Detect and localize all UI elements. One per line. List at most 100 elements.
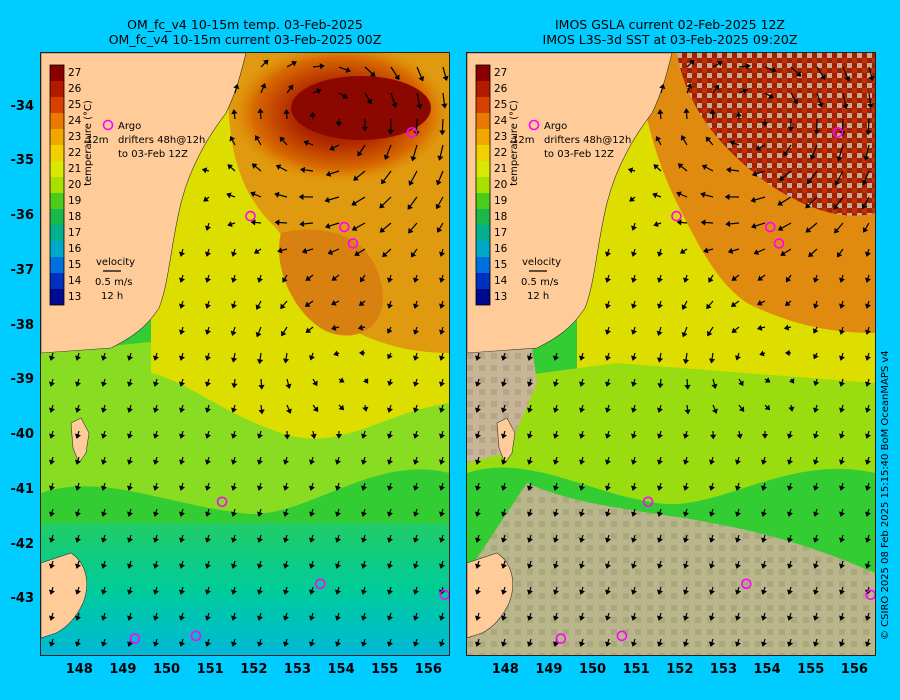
current-arrowhead <box>682 511 689 517</box>
current-arrowhead <box>230 357 238 363</box>
current-arrowhead <box>74 381 81 387</box>
x-tick-label: 152 <box>240 662 268 677</box>
y-tick-label: -40 <box>10 427 35 443</box>
current-arrowhead <box>48 641 55 647</box>
current-arrowhead <box>604 641 611 647</box>
current-arrowhead <box>842 103 849 110</box>
current-arrowhead <box>387 380 394 387</box>
current-arrowhead <box>256 459 263 465</box>
colorbar-tick-label: 15 <box>68 259 81 271</box>
current-arrowhead <box>74 589 81 595</box>
current-arrowhead <box>709 109 716 114</box>
current-arrowhead <box>253 248 260 254</box>
colorbar-swatch <box>50 257 64 273</box>
current-arrowhead <box>708 615 715 621</box>
current-arrowhead <box>604 277 611 283</box>
current-arrowhead <box>335 434 343 439</box>
current-arrowhead <box>412 459 419 465</box>
current-arrowhead <box>813 380 820 387</box>
current-arrowhead <box>500 485 507 491</box>
current-arrowhead <box>552 485 559 491</box>
current-arrowhead <box>386 537 393 543</box>
current-arrowhead <box>604 407 611 413</box>
current-arrowhead <box>779 175 785 181</box>
current-arrowhead <box>324 196 330 203</box>
current-arrowhead <box>386 459 393 465</box>
current-arrowhead <box>126 615 133 621</box>
current-arrowhead <box>604 563 611 569</box>
current-arrowhead <box>201 167 208 174</box>
current-arrowhead <box>178 329 185 335</box>
current-arrowhead <box>656 251 663 257</box>
current-arrowhead <box>838 459 845 465</box>
current-arrowhead <box>863 155 870 161</box>
current-arrowhead <box>526 641 533 647</box>
current-arrowhead <box>438 355 445 361</box>
current-arrowhead <box>250 219 256 226</box>
current-arrowhead <box>360 459 367 465</box>
current-arrowhead <box>604 355 611 361</box>
argo-float-marker <box>347 238 359 249</box>
current-arrowhead <box>474 563 481 569</box>
current-arrowhead <box>526 433 533 439</box>
current-arrowhead <box>681 304 688 310</box>
colorbar-tick-label: 22 <box>68 147 81 159</box>
current-arrowhead <box>726 166 732 174</box>
current-arrowhead <box>275 164 282 171</box>
current-arrowhead <box>386 433 393 439</box>
current-arrowhead <box>751 170 758 177</box>
left-title: OM_fc_v4 10-15m temp. 03-Feb-2025 OM_fc_… <box>40 17 450 47</box>
current-arrowhead <box>711 383 718 389</box>
current-arrowhead <box>734 641 741 647</box>
current-arrowhead <box>656 330 663 336</box>
colorbar-tick-label: 16 <box>494 243 508 255</box>
current-arrowhead <box>362 378 369 384</box>
current-arrowhead <box>274 191 280 198</box>
current-arrowhead <box>812 407 819 413</box>
current-arrowhead <box>438 563 445 569</box>
current-arrowhead <box>438 511 445 517</box>
current-arrowhead <box>178 407 185 413</box>
copyright: © CSIRO 2025 08 Feb 2025 15:15:40 BoM Oc… <box>880 350 891 640</box>
current-arrowhead <box>383 154 390 160</box>
current-arrows <box>48 59 449 647</box>
x-tick-label: 148 <box>491 662 519 677</box>
current-arrowhead <box>256 277 263 283</box>
current-arrowhead <box>864 329 871 335</box>
current-arrowhead <box>864 641 871 647</box>
colorbar-swatch <box>50 289 64 305</box>
current-arrowhead <box>279 136 286 143</box>
current-arrowhead <box>100 407 107 413</box>
current-arrowhead <box>126 537 133 543</box>
eddy-orange <box>279 229 383 336</box>
current-arrowhead <box>256 563 263 569</box>
colorbar-tick-label: 17 <box>494 227 507 239</box>
current-arrowhead <box>178 485 185 491</box>
current-arrowhead <box>707 330 713 337</box>
current-arrowhead <box>255 304 262 310</box>
current-arrowhead <box>708 563 715 569</box>
current-arrowhead <box>757 300 763 306</box>
current-arrowhead <box>734 485 741 491</box>
current-arrowhead <box>783 150 789 157</box>
current-arrowhead <box>682 615 689 621</box>
current-arrowhead <box>630 329 637 335</box>
current-arrowhead <box>812 328 819 334</box>
current-arrowhead <box>366 98 373 105</box>
current-arrowhead <box>738 406 745 412</box>
current-arrowhead <box>500 355 507 361</box>
current-arrowhead <box>777 200 784 206</box>
current-arrowhead <box>760 511 767 517</box>
current-arrowhead <box>412 355 419 361</box>
sea-south <box>41 523 449 655</box>
current-arrowhead <box>500 537 507 543</box>
current-arrowhead <box>48 537 55 543</box>
current-arrowhead <box>578 407 585 413</box>
current-arrowhead <box>100 433 107 439</box>
current-arrowhead <box>578 355 585 361</box>
current-arrowhead <box>630 381 637 387</box>
current-arrowhead <box>438 537 445 543</box>
current-arrowhead <box>226 192 232 199</box>
current-arrowhead <box>331 300 337 306</box>
current-arrowhead <box>435 203 442 210</box>
